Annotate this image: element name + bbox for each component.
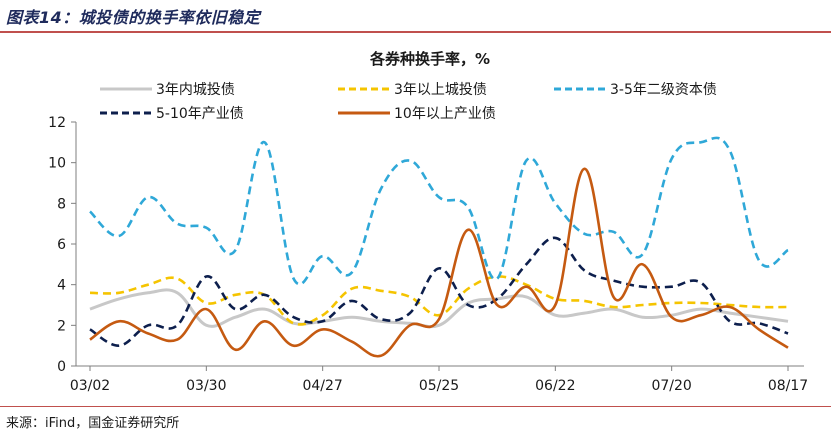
series-line <box>89 136 789 286</box>
top-rule <box>0 31 831 33</box>
series-line <box>89 167 789 358</box>
figure-label: 图表14：城投债的换手率依旧稳定 <box>6 8 261 27</box>
y-tick-label: 8 <box>57 196 66 212</box>
series-line <box>89 236 789 347</box>
y-tick-label: 6 <box>57 237 66 253</box>
y-tick-label: 12 <box>48 115 66 131</box>
axes: 0 2 4 6 8 10 12 03/02 03/30 04/27 05/25 06/22 07/20 0… <box>48 115 808 394</box>
series-lines <box>89 136 789 358</box>
x-tick-label: 06/22 <box>535 378 575 394</box>
legend-label: 3年内城投债 <box>156 82 235 98</box>
series-line <box>89 275 789 326</box>
legend-label: 3年以上城投债 <box>394 82 487 98</box>
legend: 3年内城投债 3年以上城投债 3-5年二级资本债 5-10年产业债 10年以上产业债 <box>100 82 717 122</box>
turnover-line-chart: 各券种换手率，% 3年内城投债 3年以上城投债 3-5年二级资本债 5-10年产业债 1… <box>48 50 808 394</box>
x-tick-label: 03/02 <box>70 378 110 394</box>
x-tick-label: 08/17 <box>768 378 808 394</box>
y-tick-label: 0 <box>57 359 66 375</box>
y-tick-label: 2 <box>57 318 66 334</box>
x-tick-label: 04/27 <box>302 378 342 394</box>
x-tick-label: 05/25 <box>419 378 459 394</box>
source-note: 来源：iFind，国金证券研究所 <box>6 416 180 431</box>
legend-label: 5-10年产业债 <box>156 106 244 122</box>
bottom-rule <box>0 406 831 407</box>
y-tick-label: 4 <box>57 278 66 294</box>
series-line <box>89 288 789 329</box>
x-tick-label: 07/20 <box>651 378 691 394</box>
chart-title: 各券种换手率，% <box>369 50 490 68</box>
x-tick-label: 03/30 <box>186 378 226 394</box>
legend-label: 3-5年二级资本债 <box>610 82 717 98</box>
y-tick-label: 10 <box>48 156 66 172</box>
legend-label: 10年以上产业债 <box>394 106 496 122</box>
